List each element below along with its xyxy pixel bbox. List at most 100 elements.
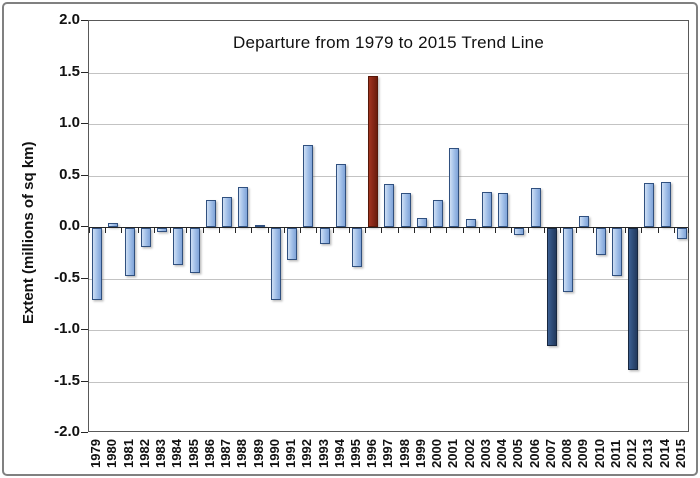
x-axis-tick-label-2005: 2005 — [510, 439, 525, 468]
category-tick — [203, 228, 204, 233]
y-axis-tick — [81, 432, 88, 433]
category-tick — [576, 228, 577, 233]
bar-1997 — [384, 184, 394, 227]
x-axis-tick-label-1986: 1986 — [202, 439, 217, 468]
plot-area — [88, 20, 689, 432]
category-tick — [316, 228, 317, 233]
y-axis-tick — [81, 175, 88, 176]
gridline — [89, 124, 688, 125]
bar-2008 — [563, 228, 573, 292]
x-axis-tick-label-1984: 1984 — [169, 439, 184, 468]
y-axis-tick-label: 0.5 — [59, 166, 80, 183]
bar-1991 — [287, 228, 297, 260]
x-axis-tick-label-1987: 1987 — [218, 439, 233, 468]
x-axis-tick-label-2011: 2011 — [608, 439, 623, 468]
x-axis-tick-label-1998: 1998 — [397, 439, 412, 468]
bar-1998 — [401, 193, 411, 227]
x-axis-tick-label-2010: 2010 — [592, 439, 607, 468]
category-tick — [430, 228, 431, 233]
bar-2014 — [661, 182, 671, 227]
bar-2015 — [677, 228, 687, 239]
x-axis-tick-label-1981: 1981 — [121, 439, 136, 468]
category-tick — [349, 228, 350, 233]
category-tick — [284, 228, 285, 233]
chart-title: Departure from 1979 to 2015 Trend Line — [233, 33, 544, 52]
category-tick — [138, 228, 139, 233]
x-axis-tick-label-1980: 1980 — [104, 439, 119, 468]
category-tick — [625, 228, 626, 233]
y-axis-tick — [81, 329, 88, 330]
bar-2009 — [579, 216, 589, 227]
bar-2013 — [644, 183, 654, 227]
y-axis-tick-label: -2.0 — [54, 423, 80, 440]
gridline — [89, 279, 688, 280]
bar-2010 — [596, 228, 606, 255]
category-tick — [446, 228, 447, 233]
x-axis-tick-label-2012: 2012 — [624, 439, 639, 468]
y-axis-tick — [81, 226, 88, 227]
category-tick — [398, 228, 399, 233]
bar-2011 — [612, 228, 622, 276]
bar-1996 — [368, 76, 378, 227]
y-axis-tick-label: -0.5 — [54, 269, 80, 286]
y-axis-tick — [81, 20, 88, 21]
x-axis-tick-label-1992: 1992 — [299, 439, 314, 468]
bar-2005 — [514, 228, 524, 235]
x-axis-tick-label-2002: 2002 — [462, 439, 477, 468]
bar-2001 — [449, 148, 459, 227]
category-tick — [609, 228, 610, 233]
y-axis-tick-label: -1.5 — [54, 372, 80, 389]
bar-1985 — [190, 228, 200, 273]
x-axis-tick-label-1991: 1991 — [283, 439, 298, 468]
category-tick — [365, 228, 366, 233]
x-axis-tick-label-1990: 1990 — [267, 439, 282, 468]
bar-2002 — [466, 219, 476, 227]
category-tick — [544, 228, 545, 233]
bar-1990 — [271, 228, 281, 300]
category-tick — [381, 228, 382, 233]
x-axis-tick-label-1993: 1993 — [316, 439, 331, 468]
gridline — [89, 176, 688, 177]
x-axis-tick-label-2008: 2008 — [559, 439, 574, 468]
bar-2000 — [433, 200, 443, 227]
x-axis-tick-label-1997: 1997 — [380, 439, 395, 468]
category-tick — [495, 228, 496, 233]
bar-1986 — [206, 200, 216, 227]
x-axis-tick-label-1995: 1995 — [348, 439, 363, 468]
bar-1993 — [320, 228, 330, 244]
y-axis-tick-label: -1.0 — [54, 320, 80, 337]
category-tick — [268, 228, 269, 233]
x-axis-tick-label-2014: 2014 — [657, 439, 672, 468]
category-tick — [300, 228, 301, 233]
gridline — [89, 330, 688, 331]
category-tick — [528, 228, 529, 233]
x-axis-tick-label-1979: 1979 — [88, 439, 103, 468]
category-tick — [560, 228, 561, 233]
x-axis-tick-label-2003: 2003 — [478, 439, 493, 468]
category-tick — [641, 228, 642, 233]
bar-1984 — [173, 228, 183, 265]
x-axis-tick-label-1985: 1985 — [186, 439, 201, 468]
x-axis-tick-label-1982: 1982 — [137, 439, 152, 468]
category-tick — [219, 228, 220, 233]
x-axis-tick-label-2006: 2006 — [527, 439, 542, 468]
x-axis-tick-label-2015: 2015 — [673, 439, 688, 468]
x-axis-tick-label-1983: 1983 — [153, 439, 168, 468]
bar-1987 — [222, 197, 232, 227]
category-tick — [593, 228, 594, 233]
category-tick — [658, 228, 659, 233]
bar-1983 — [157, 228, 167, 232]
category-tick — [251, 228, 252, 233]
y-axis-title: Extent (millions of sq km) — [20, 141, 37, 324]
category-tick — [414, 228, 415, 233]
x-axis-tick-label-2009: 2009 — [575, 439, 590, 468]
zero-axis-line — [89, 227, 688, 228]
x-axis-tick-label-1988: 1988 — [234, 439, 249, 468]
y-axis-tick-label: 1.5 — [59, 63, 80, 80]
x-axis-tick-label-2007: 2007 — [543, 439, 558, 468]
bar-2004 — [498, 193, 508, 227]
bar-1982 — [141, 228, 151, 247]
x-axis-tick-label-2004: 2004 — [494, 439, 509, 468]
category-tick — [333, 228, 334, 233]
